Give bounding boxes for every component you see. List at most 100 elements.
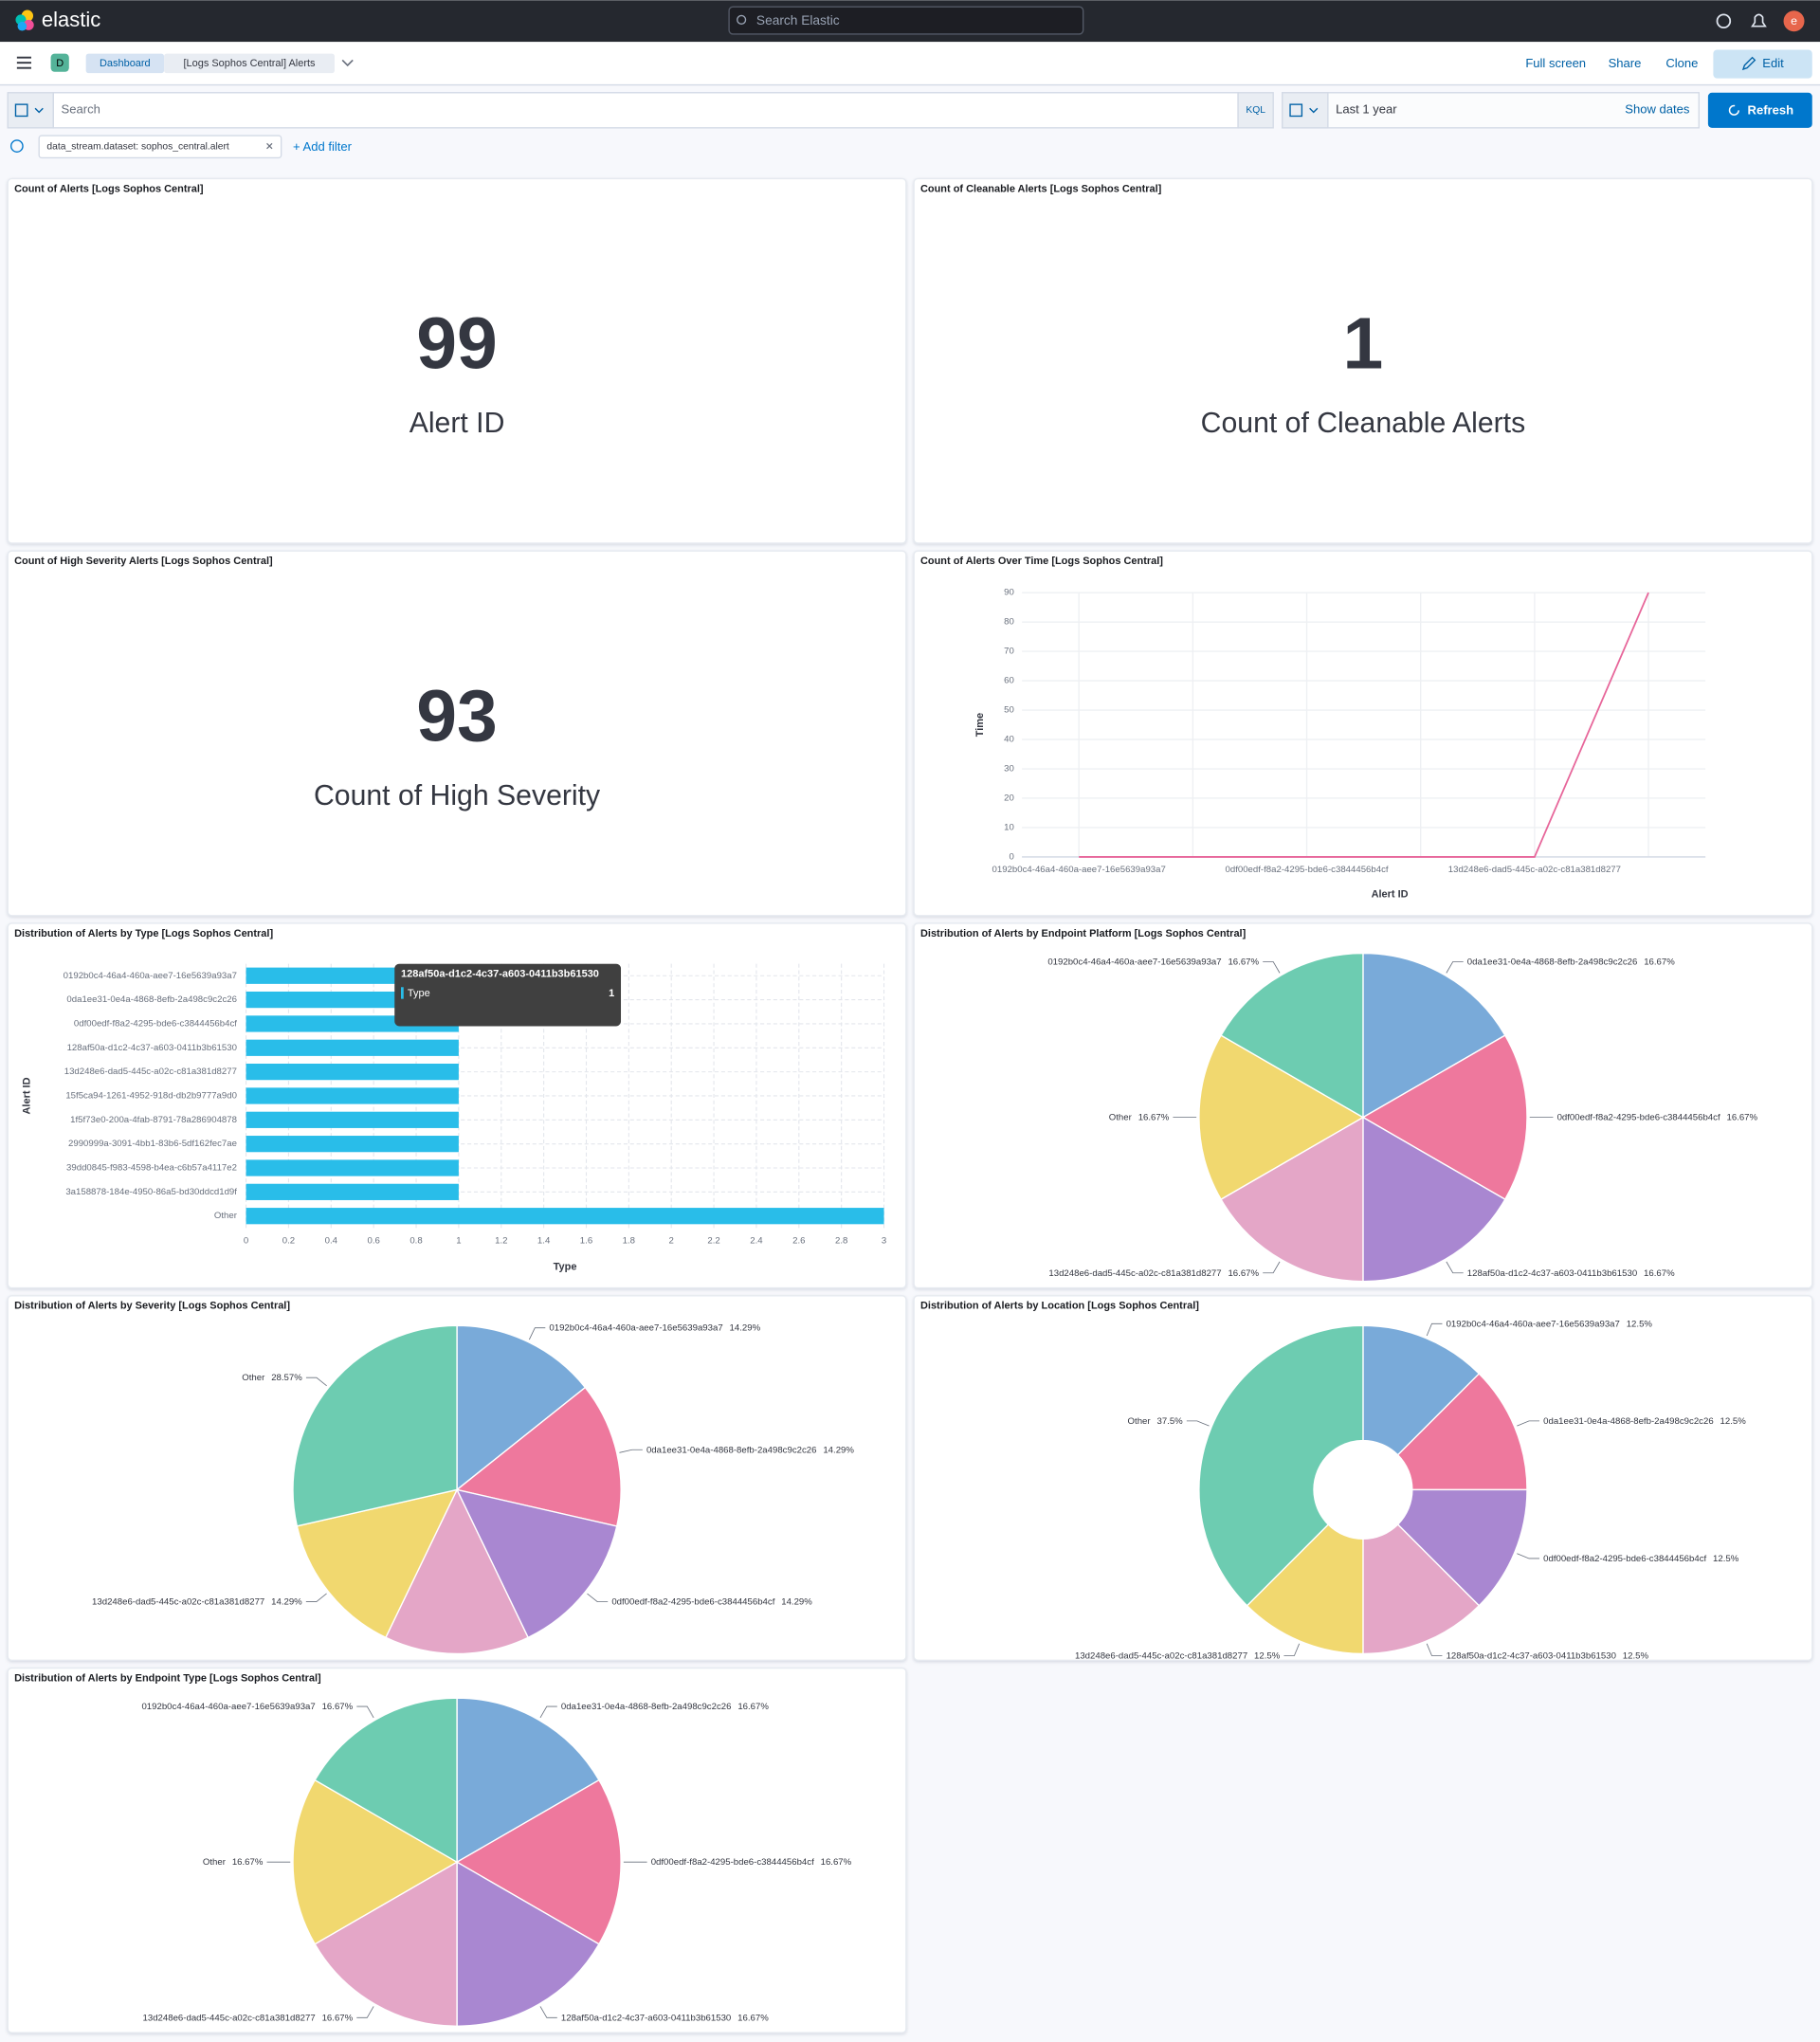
y-axis-title: Alert ID xyxy=(22,1077,33,1114)
calendar-icon xyxy=(1289,103,1303,118)
share-link[interactable]: Share xyxy=(1609,56,1642,70)
bar xyxy=(246,1064,459,1081)
slice-category: 0df00edf-f8a2-4295-bde6-c3844456b4cf xyxy=(611,1596,774,1607)
slice-value: 14.29% xyxy=(781,1596,812,1607)
slice-value: 28.57% xyxy=(271,1373,302,1383)
slice-label: 0192b0c4-46a4-460a-aee7-16e5639a93a7 16.6… xyxy=(141,1702,353,1712)
slice-value: 16.67% xyxy=(322,1702,354,1712)
date-picker xyxy=(1282,92,1700,129)
tooltip-box: 128af50a-d1c2-4c37-a603-0411b3b61530 Type… xyxy=(394,963,622,1027)
x-tick-label: 1.2 xyxy=(495,1236,507,1247)
slice-label: 13d248e6-dad5-445c-a02c-c81a381d8277 16.6… xyxy=(1048,1267,1259,1278)
pie-slice xyxy=(456,1324,587,1491)
refresh-button[interactable] xyxy=(1707,92,1812,128)
slice-category: 13d248e6-dad5-445c-a02c-c81a381d8277 xyxy=(1048,1267,1221,1278)
panel-title: Count of Alerts Over Time [Logs Sophos C… xyxy=(920,556,1163,567)
y-tick-label: 80 xyxy=(1004,617,1014,628)
filter-pill[interactable] xyxy=(38,135,282,159)
panel-title: Count of High Severity Alerts [Logs Soph… xyxy=(14,556,273,567)
y-tick-label: 15f5ca94-1261-4952-918d-db2b9777a9d0 xyxy=(65,1091,237,1102)
pie-slice xyxy=(292,1324,458,1527)
x-tick-label: 0.8 xyxy=(410,1236,422,1247)
app-badge-letter: D xyxy=(56,58,64,69)
breadcrumb[interactable]: Dashboard xyxy=(100,58,151,69)
slice-label: 0da1ee31-0e4a-4868-8efb-2a498c9c2c26 16.6… xyxy=(1467,957,1675,967)
slice-value: 16.67% xyxy=(232,1857,264,1868)
panel-box xyxy=(7,550,907,917)
breadcrumb-pill[interactable] xyxy=(85,53,165,74)
news-icon[interactable] xyxy=(1751,13,1767,27)
kql-label[interactable]: KQL xyxy=(1246,105,1265,116)
leader-line xyxy=(305,1377,327,1387)
quick-menu-button[interactable] xyxy=(1282,92,1329,129)
help-icon[interactable] xyxy=(1716,13,1732,28)
slice-category: 128af50a-d1c2-4c37-a603-0411b3b61530 xyxy=(1467,1267,1637,1278)
full-screen-link[interactable]: Full screen xyxy=(1525,56,1586,70)
show-dates-link[interactable]: Show dates xyxy=(1625,102,1690,117)
panel-box xyxy=(913,1295,1813,1662)
leader-line xyxy=(1426,1322,1443,1337)
global-search[interactable] xyxy=(728,6,1084,35)
title-chevron[interactable] xyxy=(341,59,354,67)
avatar[interactable] xyxy=(1783,10,1805,32)
pie-slice xyxy=(1220,952,1364,1119)
saved-query-button[interactable] xyxy=(7,92,54,129)
slice-value: 16.67% xyxy=(737,2013,769,2023)
kql-button[interactable] xyxy=(1237,92,1274,129)
edit-button[interactable] xyxy=(1713,49,1812,79)
leader-line xyxy=(1186,1420,1210,1427)
panel: Distribution of Alerts by Location [Logs… xyxy=(913,1295,1813,1662)
slice-label: 0da1ee31-0e4a-4868-8efb-2a498c9c2c26 12.5… xyxy=(1543,1415,1746,1426)
slice-value: 12.5% xyxy=(1623,1650,1649,1661)
add-filter-link[interactable]: + Add filter xyxy=(293,139,353,154)
query-input[interactable] xyxy=(52,92,1239,129)
bar xyxy=(246,1183,459,1200)
pie-slice xyxy=(1362,952,1506,1119)
slice-category: Other xyxy=(1128,1415,1152,1426)
slice-label: 0df00edf-f8a2-4295-bde6-c3844456b4cf 16.6… xyxy=(1557,1112,1758,1122)
slice-label: 0df00edf-f8a2-4295-bde6-c3844456b4cf 12.5… xyxy=(1543,1553,1739,1563)
refresh-label[interactable]: Refresh xyxy=(1748,102,1794,117)
clone-link[interactable]: Clone xyxy=(1665,56,1698,70)
global-search-placeholder: Search Elastic xyxy=(756,13,840,27)
tooltip-label: Type xyxy=(407,987,430,999)
slice-label: 0192b0c4-46a4-460a-aee7-16e5639a93a7 12.5… xyxy=(1447,1319,1653,1329)
x-tick-label: 3 xyxy=(882,1236,886,1247)
slice-category: 0da1ee31-0e4a-4868-8efb-2a498c9c2c26 xyxy=(561,1702,732,1712)
leader-line xyxy=(1263,1261,1281,1274)
x-tick-label: 2.4 xyxy=(750,1236,763,1247)
pie-slice xyxy=(1362,1324,1481,1456)
slice-value: 14.29% xyxy=(823,1445,854,1455)
slice-label: 0192b0c4-46a4-460a-aee7-16e5639a93a7 14.2… xyxy=(549,1322,760,1333)
slice-category: 0192b0c4-46a4-460a-aee7-16e5639a93a7 xyxy=(1047,957,1221,967)
slice-label: 128af50a-d1c2-4c37-a603-0411b3b61530 16.6… xyxy=(1467,1267,1675,1278)
panel-title: Distribution of Alerts by Endpoint Type … xyxy=(14,1672,321,1684)
pie-slice xyxy=(1362,1116,1506,1283)
slice-value: 16.67% xyxy=(1138,1112,1170,1122)
pie-slice xyxy=(292,1778,459,1945)
x-tick-label: 0.2 xyxy=(282,1236,295,1247)
calendar-chevron xyxy=(1309,107,1319,114)
menu-icon[interactable] xyxy=(16,56,31,69)
save-icon xyxy=(14,103,28,118)
slice-category: Other xyxy=(242,1373,265,1383)
app-badge[interactable] xyxy=(50,53,69,72)
filter-remove[interactable] xyxy=(266,142,273,150)
filter-label[interactable]: data_stream.dataset: sophos_central.aler… xyxy=(46,141,228,152)
metric-value: 1 xyxy=(1343,303,1384,385)
y-tick-label: 40 xyxy=(1004,735,1014,745)
leader-line xyxy=(587,1593,609,1603)
slice-category: 0da1ee31-0e4a-4868-8efb-2a498c9c2c26 xyxy=(1467,957,1638,967)
metric-value: 93 xyxy=(416,675,498,757)
logo[interactable] xyxy=(15,9,34,31)
edit-label[interactable]: Edit xyxy=(1762,56,1784,70)
x-axis-title: Type xyxy=(554,1261,577,1272)
tooltip-row: Type 1 xyxy=(401,987,614,999)
y-tick-label: 2990999a-3091-4bb1-83b6-5df162fec7ae xyxy=(68,1139,237,1149)
filter-menu-icon[interactable] xyxy=(9,139,24,153)
y-tick-label: 90 xyxy=(1004,588,1014,598)
time-range[interactable]: Last 1 year xyxy=(1336,102,1397,117)
panel: Count of Alerts Over Time [Logs Sophos C… xyxy=(913,550,1813,917)
brand[interactable]: elastic xyxy=(42,8,100,31)
